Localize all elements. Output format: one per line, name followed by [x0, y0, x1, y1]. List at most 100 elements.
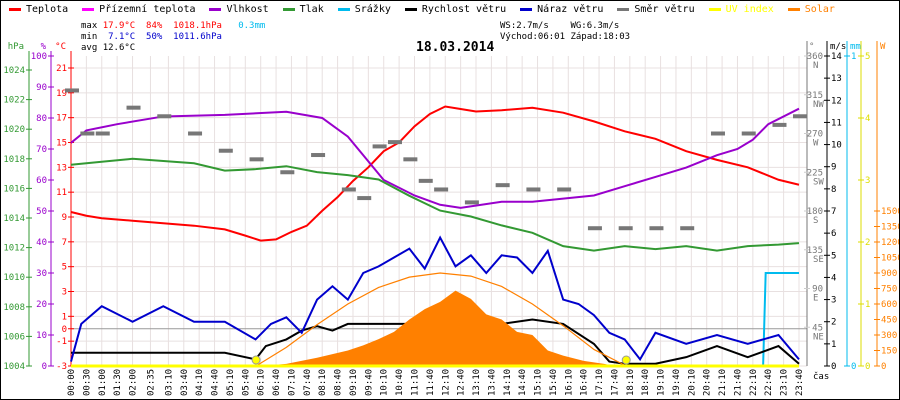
rain-tick-label: 0 — [851, 362, 856, 372]
uv-tick-label: 1 — [865, 300, 870, 310]
solar-tick-label: 450 — [881, 316, 897, 326]
x-tick-label: 13:10 — [472, 369, 482, 396]
sunrise: Východ:06:01 — [500, 32, 566, 42]
temperature-tick-label: 11 — [56, 188, 67, 198]
pressure-tick-label: 1004 — [3, 362, 25, 372]
x-axis-label: čas — [813, 371, 829, 382]
wind_speed-tick-label: 9 — [831, 163, 836, 173]
pressure-tick-label: 1006 — [3, 332, 25, 342]
pressure-tick-label: 1020 — [3, 125, 25, 135]
temperature-tick-label: 5 — [62, 263, 67, 273]
sunset: Západ:18:03 — [570, 32, 631, 42]
x-tick-label: 01:30 — [113, 369, 123, 396]
wind-direction-mark — [557, 187, 572, 192]
sunrise-marker — [251, 355, 261, 365]
wind_speed-tick-label: 3 — [831, 296, 836, 306]
wind-direction-mark — [80, 131, 95, 136]
pressure-tick-label: 1022 — [3, 96, 25, 106]
max-rain: 0.3mm — [238, 21, 266, 31]
humidity-tick-label: 20 — [36, 300, 47, 310]
humidity-tick-label: 50 — [36, 207, 47, 217]
wind-dir-tick-label: 45 — [812, 323, 823, 333]
min-pressure: 1011.6hPa — [173, 32, 222, 42]
wind-direction-mark — [793, 114, 807, 119]
temperature-tick-label: 13 — [56, 163, 67, 173]
x-tick-label: 02:00 — [129, 369, 139, 396]
wind-direction-mark — [741, 131, 756, 136]
pressure-axis-unit: hPa — [8, 42, 24, 52]
wind_speed-tick-label: 6 — [831, 229, 836, 239]
wind_speed-tick-label: 5 — [831, 251, 836, 261]
x-tick-label: 20:40 — [703, 369, 713, 396]
wind_speed-tick-label: 2 — [831, 318, 836, 328]
solar-tick-label: 1200 — [881, 238, 900, 248]
wind_speed-tick-label: 10 — [831, 141, 842, 151]
x-tick-label: 22:10 — [749, 369, 759, 396]
solar-tick-label: 1050 — [881, 254, 900, 264]
x-tick-label: 20:10 — [687, 369, 697, 396]
wind-direction-mark — [618, 226, 633, 231]
max-label: max — [81, 21, 98, 31]
wind-dir-compass-label: SW — [813, 177, 824, 187]
x-tick-label: 15:10 — [534, 369, 544, 396]
sunset-marker — [621, 355, 631, 365]
min-temp: 7.1°C — [108, 32, 136, 42]
legend-label: Směr větru — [634, 4, 695, 15]
legend-item: Přízemní teplota — [82, 4, 195, 15]
solar-tick-label: 300 — [881, 331, 897, 341]
uv-tick-label: 4 — [865, 114, 870, 124]
uv-tick-label: 5 — [865, 52, 870, 62]
max-temp: 17.9°C — [102, 21, 136, 31]
legend-swatch — [404, 7, 417, 11]
wind-dir-compass-label: NW — [813, 100, 824, 110]
wind_speed-tick-label: 14 — [831, 52, 842, 62]
humidity-tick-label: 40 — [36, 238, 47, 248]
stats-sun: Východ:06:01 Západ:18:03 — [500, 32, 630, 43]
solar-tick-label: 0 — [881, 362, 886, 372]
wind_speed-tick-label: 4 — [831, 273, 836, 283]
x-tick-label: 04:10 — [195, 369, 205, 396]
uv-tick-label: 2 — [865, 238, 870, 248]
legend-label: Vlhkost — [226, 4, 269, 15]
x-tick-label: 11:10 — [410, 369, 420, 396]
wind-dir-tick-label: 90 — [812, 285, 823, 295]
pressure-tick-label: 1024 — [3, 66, 25, 76]
x-tick-label: 18:40 — [641, 369, 651, 396]
humidity-tick-label: 70 — [36, 145, 47, 155]
legend-swatch — [9, 7, 21, 11]
wind-direction-mark — [218, 148, 233, 153]
x-tick-label: 16:40 — [580, 369, 590, 396]
x-tick-label: 06:10 — [257, 369, 267, 396]
wind-direction-mark — [372, 144, 387, 149]
wind-direction-mark — [587, 226, 602, 231]
x-tick-label: 15:40 — [549, 369, 559, 396]
x-tick-label: 12:40 — [457, 369, 467, 396]
min-humidity: 50% — [146, 32, 163, 42]
legend-item: Náraz větru — [520, 4, 603, 15]
solar-tick-label: 150 — [881, 347, 897, 357]
series-line-humidity — [70, 107, 800, 209]
avg-temp: 12.6°C — [102, 43, 136, 53]
x-tick-label: 05:10 — [226, 369, 236, 396]
x-tick-label: 18:10 — [626, 369, 636, 396]
wind-direction-mark — [157, 114, 172, 119]
legend-item: Solar — [787, 4, 835, 15]
wind-direction-mark — [495, 183, 510, 188]
wind-direction-mark — [772, 122, 787, 127]
x-tick-label: 23:10 — [780, 369, 790, 396]
legend-swatch — [617, 7, 630, 11]
rain-tick-label: 1 — [851, 52, 856, 62]
rain-axis-unit: mm — [850, 42, 861, 52]
x-tick-label: 19:40 — [672, 369, 682, 396]
wind-dir-compass-label: S — [813, 216, 818, 226]
x-tick-label: 10:40 — [395, 369, 405, 396]
uv-tick-label: 3 — [865, 176, 870, 186]
wind-dir-tick-label: 360 — [807, 52, 823, 62]
legend-swatch — [708, 7, 721, 11]
x-tick-label: 01:00 — [98, 369, 108, 396]
temperature-tick-label: 15 — [56, 139, 67, 149]
humidity-tick-label: 30 — [36, 269, 47, 279]
humidity-tick-label: 10 — [36, 331, 47, 341]
solar-axis-unit: W — [880, 42, 886, 52]
x-tick-label: 16:10 — [564, 369, 574, 396]
